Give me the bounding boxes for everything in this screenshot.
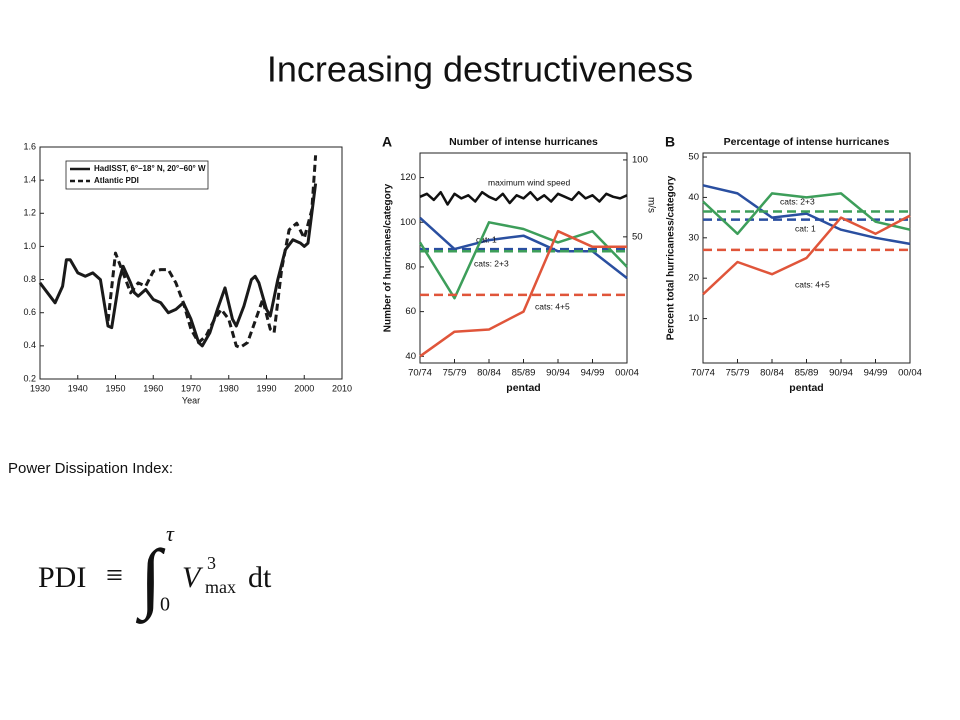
x-tick-label: 94/99 [581, 368, 605, 379]
panel-letter: B [665, 134, 675, 150]
series-label: cat: 1 [795, 223, 816, 233]
x-tick-label: 90/94 [829, 368, 853, 379]
series-line [702, 214, 911, 296]
y-tick-label: 100 [400, 217, 416, 228]
y-tick-label: 30 [688, 232, 699, 243]
y-tick-label: 1.6 [23, 141, 36, 151]
series-line [702, 184, 911, 246]
formula-sub: max [205, 577, 236, 597]
panel-title: Number of intense hurricanes [449, 136, 598, 148]
series-line [419, 190, 628, 206]
y2-tick-label: 100 [632, 154, 648, 165]
series-line [418, 221, 628, 300]
panel-title: Percentage of intense hurricanes [724, 136, 890, 148]
formula-var: V [182, 561, 204, 594]
y-tick-label: 1.2 [23, 208, 36, 218]
x-tick-label: 80/84 [477, 368, 501, 379]
x-tick-label: 80/84 [760, 368, 784, 379]
series-label: cat: 1 [476, 234, 497, 244]
series-line [702, 192, 911, 236]
series-label: cats: 4+5 [795, 279, 830, 289]
x-tick-label: 70/74 [691, 368, 715, 379]
series-label: cats: 2+3 [474, 258, 509, 268]
formula-lower: 0 [160, 594, 170, 616]
formula-upper: τ [166, 521, 175, 546]
y-tick-label: 10 [688, 313, 699, 324]
x-tick-label: 75/79 [726, 368, 750, 379]
x-tick-label: 1970 [181, 383, 201, 393]
y-tick-label: 0.4 [23, 340, 36, 350]
x-tick-label: 75/79 [443, 368, 467, 379]
body-text: Power Dissipation Index: [8, 460, 173, 477]
x-tick-label: 70/74 [408, 368, 432, 379]
x-tick-label: 94/99 [864, 368, 888, 379]
panel-letter: A [382, 134, 392, 150]
y-tick-label: 50 [688, 152, 699, 163]
y-tick-label: 0.6 [23, 307, 36, 317]
x-tick-label: 2000 [294, 383, 314, 393]
x-axis-label: pentad [506, 382, 540, 394]
x-tick-label: 85/89 [795, 368, 819, 379]
y-tick-label: 1.4 [23, 175, 36, 185]
legend-label: Atlantic PDI [94, 176, 139, 185]
x-tick-label: 00/04 [898, 368, 922, 379]
y-axis-label: Percent total hurricaness/category [666, 175, 677, 340]
legend-box [65, 160, 209, 190]
series-label: maximum wind speed [488, 177, 570, 187]
formula: PDI ≡ ∫ τ 0 V 3 max dt [38, 521, 272, 624]
y-tick-label: 120 [400, 172, 416, 183]
formula-lhs: PDI [38, 561, 86, 594]
x-tick-label: 1930 [30, 383, 50, 393]
x-tick-label: 1950 [105, 383, 125, 393]
formula-diff: dt [248, 561, 272, 594]
series-line [419, 229, 627, 358]
x-tick-label: 1990 [256, 383, 276, 393]
y-tick-label: 20 [688, 273, 699, 284]
x-tick-label: 90/94 [546, 368, 570, 379]
series-line [106, 155, 318, 349]
x-tick-label: 2010 [332, 383, 352, 393]
x-tick-label: 00/04 [615, 368, 639, 379]
y-tick-label: 0.2 [23, 373, 36, 383]
y-tick-label: 80 [405, 261, 416, 272]
x-tick-label: 1980 [219, 383, 239, 393]
y-axis-label: Number of hurricanes/category [383, 183, 394, 332]
series-line [38, 183, 318, 348]
slide-title: Increasing destructiveness [267, 49, 693, 90]
y-tick-label: 40 [405, 351, 416, 362]
y2-tick-label: 50 [632, 231, 643, 242]
formula-integral: ∫ [135, 533, 166, 624]
y2-axis-label: m/s [645, 197, 656, 213]
y-tick-label: 60 [405, 306, 416, 317]
x-tick-label: 1940 [68, 383, 88, 393]
y-tick-label: 0.8 [23, 274, 36, 284]
x-tick-label: 1960 [143, 383, 163, 393]
x-tick-label: 85/89 [512, 368, 536, 379]
series-label: cats: 2+3 [780, 196, 815, 206]
x-axis-label: Year [182, 395, 200, 405]
formula-exp: 3 [207, 553, 216, 573]
formula-op: ≡ [106, 559, 123, 592]
series-label: cats: 4+5 [535, 301, 570, 311]
y-tick-label: 40 [688, 192, 699, 203]
y-tick-label: 1.0 [23, 241, 36, 251]
x-axis-label: pentad [789, 382, 823, 394]
legend-label: HadISST, 6°–18° N, 20°–60° W [94, 164, 206, 173]
